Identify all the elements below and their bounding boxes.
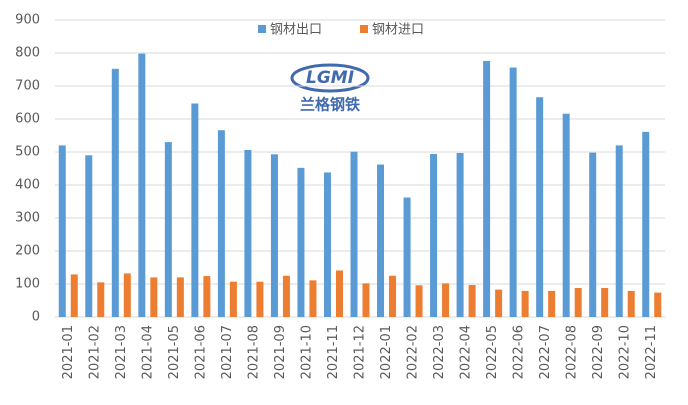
bar (217, 130, 225, 317)
legend-swatch (360, 25, 368, 33)
x-tick-label: 2021-06 (193, 325, 208, 379)
bar (58, 145, 66, 317)
x-tick-label: 2021-05 (167, 325, 182, 379)
y-tick-label: 800 (15, 46, 40, 61)
x-tick-label: 2022-01 (379, 325, 394, 379)
bar (203, 276, 211, 317)
bar (574, 287, 582, 317)
bar (468, 284, 476, 317)
bar (335, 270, 343, 317)
bar (270, 154, 278, 317)
x-tick-label: 2021-04 (140, 325, 155, 379)
x-tick-label: 2021-10 (299, 325, 314, 379)
y-tick-label: 100 (15, 277, 40, 292)
legend-label: 钢材出口 (270, 23, 322, 38)
y-tick-label: 400 (15, 178, 40, 193)
x-tick-label: 2021-09 (273, 325, 288, 379)
bar (244, 150, 252, 317)
bar (150, 277, 158, 317)
bar (309, 280, 317, 317)
x-tick-label: 2021-02 (87, 325, 102, 379)
x-tick-label: 2022-05 (485, 325, 500, 379)
bar (111, 68, 119, 317)
bar (548, 290, 556, 317)
bar (389, 275, 397, 317)
y-tick-label: 500 (15, 145, 40, 160)
bar (350, 151, 358, 317)
bar (362, 283, 370, 317)
x-tick-label: 2021-12 (353, 325, 368, 379)
x-tick-label: 2022-09 (591, 325, 606, 379)
bar (70, 274, 78, 317)
x-tick-label: 2021-08 (246, 325, 261, 379)
x-tick-label: 2022-03 (432, 325, 447, 379)
x-tick-label: 2022-04 (459, 325, 474, 379)
y-tick-label: 900 (15, 13, 40, 28)
x-tick-label: 2022-02 (406, 325, 421, 379)
x-tick-label: 2022-11 (644, 325, 659, 379)
bar (85, 155, 93, 317)
bar (589, 152, 597, 317)
x-tick-label: 2021-01 (61, 325, 76, 379)
x-tick-label: 2022-10 (618, 325, 633, 379)
bar (256, 281, 264, 317)
bar (442, 283, 450, 317)
x-tick-label: 2022-08 (565, 325, 580, 379)
bar (627, 290, 635, 317)
bar (430, 153, 438, 317)
bar (642, 131, 650, 317)
bar (654, 292, 662, 317)
legend-swatch (258, 25, 266, 33)
bar (615, 145, 623, 317)
x-tick-label: 2022-06 (512, 325, 527, 379)
bar (415, 285, 423, 317)
bar (403, 197, 411, 317)
y-tick-label: 0 (32, 310, 40, 325)
bar (377, 164, 385, 317)
watermark: LGMI 兰格钢铁 (290, 63, 370, 114)
bar (282, 275, 290, 317)
bar (521, 290, 529, 317)
bar (562, 113, 570, 317)
bar (229, 281, 237, 317)
logo-text: LGMI (306, 68, 354, 88)
bar (97, 282, 105, 317)
bar (164, 142, 172, 317)
bar (601, 287, 609, 317)
bar (456, 152, 464, 317)
y-tick-label: 700 (15, 79, 40, 94)
bar (323, 172, 331, 317)
bar (536, 97, 544, 317)
bar (495, 289, 503, 317)
bar (176, 277, 184, 317)
bar (138, 53, 146, 317)
logo-ring (290, 63, 370, 93)
bar (297, 167, 305, 317)
bar (123, 273, 131, 317)
bar (191, 103, 199, 318)
x-tick-label: 2021-03 (114, 325, 129, 379)
y-tick-label: 300 (15, 211, 40, 226)
x-tick-label: 2021-11 (326, 325, 341, 379)
y-tick-label: 600 (15, 112, 40, 127)
logo-caption: 兰格钢铁 (300, 96, 360, 114)
legend-label: 钢材进口 (372, 23, 424, 38)
y-tick-label: 200 (15, 244, 40, 259)
bar (509, 67, 517, 318)
bar (483, 60, 491, 318)
x-tick-label: 2022-07 (538, 325, 553, 379)
x-tick-label: 2021-07 (220, 325, 235, 379)
